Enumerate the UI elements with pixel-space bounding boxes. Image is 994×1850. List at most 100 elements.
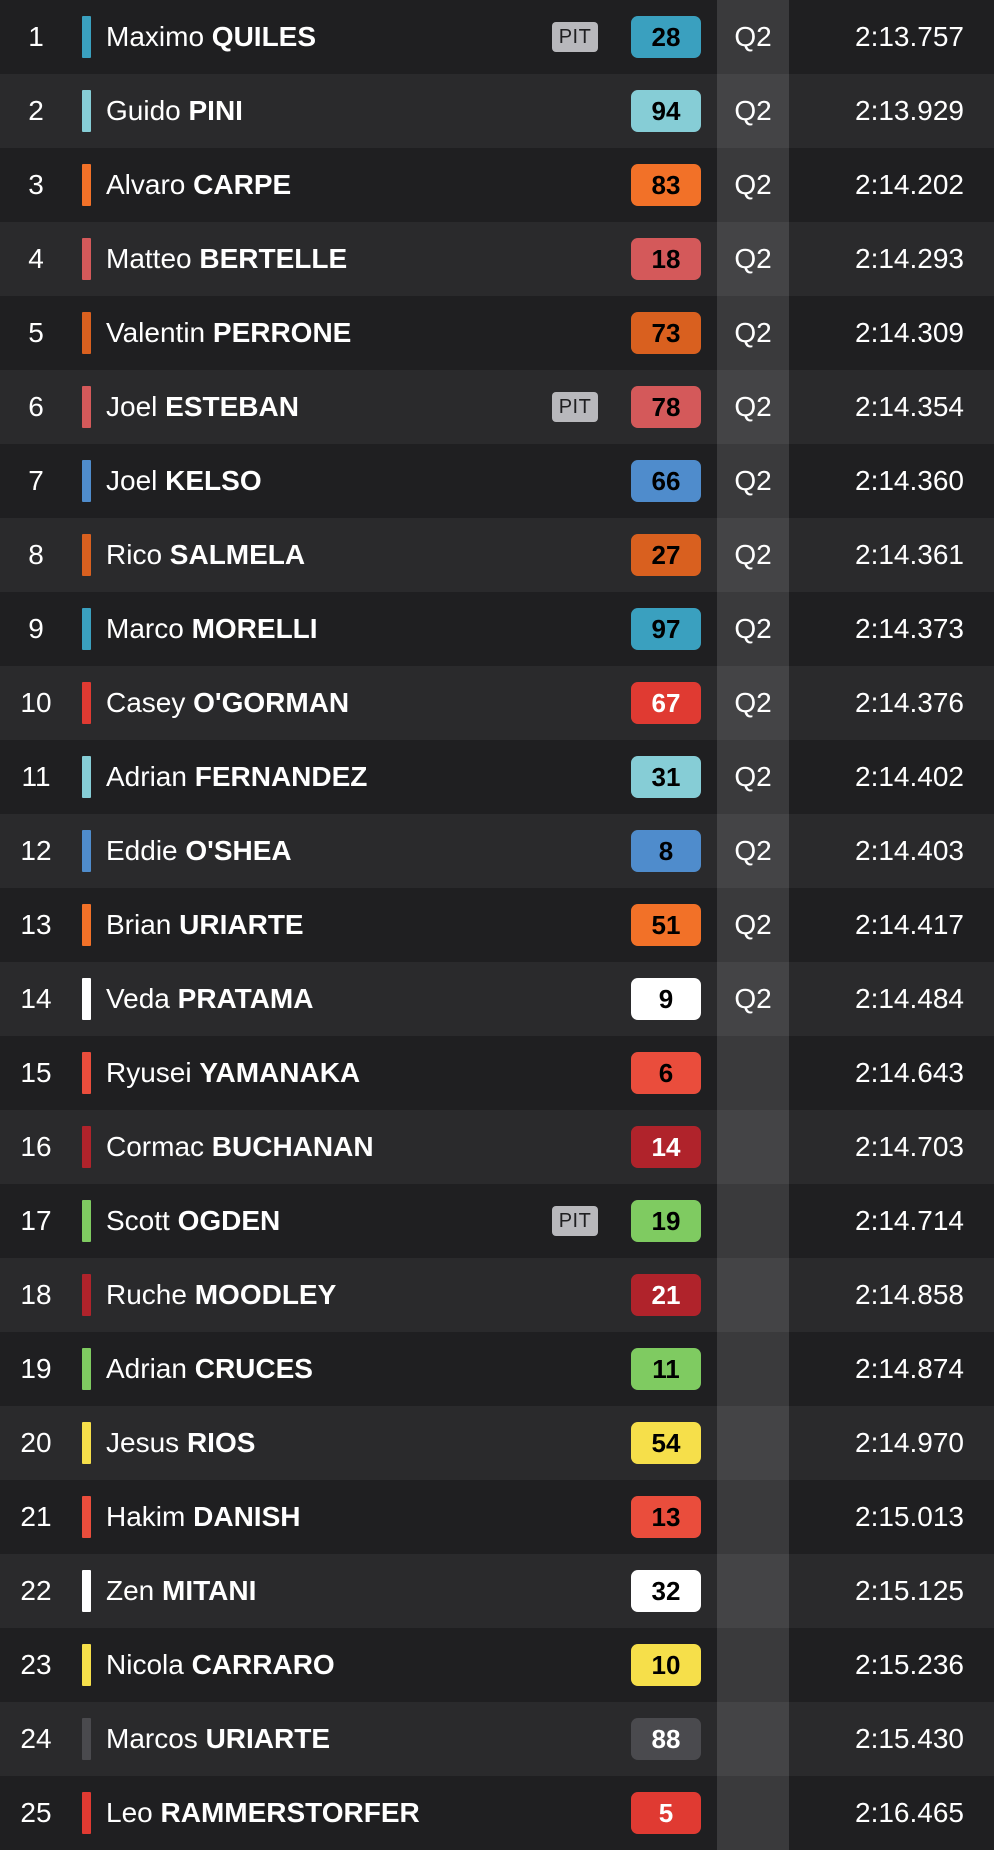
table-row[interactable]: 14 Veda PRATAMA 9 Q2 2:14.484	[0, 962, 994, 1036]
team-color-bar	[82, 1422, 91, 1464]
rider-last-name: CARRARO	[191, 1649, 335, 1680]
table-row[interactable]: 15 Ryusei YAMANAKA 6 2:14.643	[0, 1036, 994, 1110]
session-column-cell	[717, 0, 789, 74]
lap-time: 2:14.373	[855, 613, 964, 644]
table-row[interactable]: 24 Marcos URIARTE 88 2:15.430	[0, 1702, 994, 1776]
lap-time: 2:15.125	[855, 1575, 964, 1606]
table-row[interactable]: 25 Leo RAMMERSTORFER 5 2:16.465	[0, 1776, 994, 1850]
rider-number-badge: 31	[631, 756, 701, 798]
session-label: Q2	[734, 21, 772, 52]
table-row[interactable]: 10 Casey O'GORMAN 67 Q2 2:14.376	[0, 666, 994, 740]
table-row[interactable]: 21 Hakim DANISH 13 2:15.013	[0, 1480, 994, 1554]
lap-time: 2:14.361	[855, 539, 964, 570]
rider-first-name: Joel	[106, 465, 158, 496]
team-color-bar	[82, 1644, 91, 1686]
session-column-cell	[717, 1036, 789, 1110]
table-row[interactable]: 20 Jesus RIOS 54 2:14.970	[0, 1406, 994, 1480]
position: 4	[28, 243, 44, 274]
session-label	[717, 1480, 789, 1554]
session-column-cell	[717, 1406, 789, 1480]
rider-name: Marco MORELLI	[106, 592, 318, 666]
session-label: Q2	[734, 317, 772, 348]
lap-time: 2:14.354	[855, 391, 964, 422]
pit-badge: PIT	[552, 1206, 598, 1236]
rider-name: Adrian CRUCES	[106, 1332, 313, 1406]
position: 15	[20, 1057, 52, 1088]
table-row[interactable]: 3 Alvaro CARPE 83 Q2 2:14.202	[0, 148, 994, 222]
team-color-bar	[82, 164, 91, 206]
session-column-cell	[717, 148, 789, 222]
rider-last-name: O'GORMAN	[193, 687, 350, 718]
session-column-cell	[717, 296, 789, 370]
lap-time: 2:14.376	[855, 687, 964, 718]
table-row[interactable]: 19 Adrian CRUCES 11 2:14.874	[0, 1332, 994, 1406]
rider-name: Zen MITANI	[106, 1554, 256, 1628]
rider-last-name: QUILES	[211, 21, 317, 52]
session-label	[717, 1776, 789, 1850]
team-color-bar	[82, 386, 91, 428]
rider-first-name: Marcos	[106, 1723, 198, 1754]
session-column-cell	[717, 962, 789, 1036]
table-row[interactable]: 4 Matteo BERTELLE 18 Q2 2:14.293	[0, 222, 994, 296]
position: 11	[21, 761, 51, 792]
rider-name: Rico SALMELA	[106, 518, 305, 592]
rider-number-badge: 10	[631, 1644, 701, 1686]
rider-last-name: KELSO	[165, 465, 262, 496]
position: 7	[28, 465, 44, 496]
rider-first-name: Jesus	[106, 1427, 180, 1458]
position: 1	[28, 21, 44, 52]
session-label	[717, 1628, 789, 1702]
rider-first-name: Brian	[106, 909, 172, 940]
rider-number-badge: 28	[631, 16, 701, 58]
table-row[interactable]: 12 Eddie O'SHEA 8 Q2 2:14.403	[0, 814, 994, 888]
table-row[interactable]: 18 Ruche MOODLEY 21 2:14.858	[0, 1258, 994, 1332]
table-row[interactable]: 6 Joel ESTEBAN PIT 78 Q2 2:14.354	[0, 370, 994, 444]
lap-time: 2:14.874	[855, 1353, 964, 1384]
team-color-bar	[82, 682, 91, 724]
rider-name: Valentin PERRONE	[106, 296, 351, 370]
rider-last-name: SALMELA	[169, 539, 306, 570]
position: 9	[28, 613, 44, 644]
rider-last-name: MOODLEY	[194, 1279, 337, 1310]
table-row[interactable]: 1 Maximo QUILES PIT 28 Q2 2:13.757	[0, 0, 994, 74]
rider-first-name: Valentin	[106, 317, 206, 348]
session-column-cell	[717, 1628, 789, 1702]
table-row[interactable]: 9 Marco MORELLI 97 Q2 2:14.373	[0, 592, 994, 666]
rider-last-name: CARPE	[193, 169, 292, 200]
table-row[interactable]: 11 Adrian FERNANDEZ 31 Q2 2:14.402	[0, 740, 994, 814]
lap-time: 2:16.465	[855, 1797, 964, 1828]
rider-number-badge: 73	[631, 312, 701, 354]
rider-last-name: PRATAMA	[177, 983, 314, 1014]
table-row[interactable]: 5 Valentin PERRONE 73 Q2 2:14.309	[0, 296, 994, 370]
rider-first-name: Adrian	[106, 1353, 187, 1384]
table-row[interactable]: 13 Brian URIARTE 51 Q2 2:14.417	[0, 888, 994, 962]
rider-last-name: PINI	[188, 95, 243, 126]
team-color-bar	[82, 978, 91, 1020]
session-column-cell	[717, 1258, 789, 1332]
rider-number-badge: 78	[631, 386, 701, 428]
rider-last-name: PERRONE	[212, 317, 352, 348]
table-row[interactable]: 23 Nicola CARRARO 10 2:15.236	[0, 1628, 994, 1702]
session-label: Q2	[734, 835, 772, 866]
rider-number-badge: 11	[631, 1348, 701, 1390]
session-label: Q2	[734, 613, 772, 644]
session-column-cell	[717, 1776, 789, 1850]
table-row[interactable]: 7 Joel KELSO 66 Q2 2:14.360	[0, 444, 994, 518]
team-color-bar	[82, 1348, 91, 1390]
table-row[interactable]: 16 Cormac BUCHANAN 14 2:14.703	[0, 1110, 994, 1184]
rider-first-name: Maximo	[106, 21, 205, 52]
table-row[interactable]: 8 Rico SALMELA 27 Q2 2:14.361	[0, 518, 994, 592]
team-color-bar	[82, 1274, 91, 1316]
table-row[interactable]: 22 Zen MITANI 32 2:15.125	[0, 1554, 994, 1628]
table-row[interactable]: 17 Scott OGDEN PIT 19 2:14.714	[0, 1184, 994, 1258]
table-row[interactable]: 2 Guido PINI 94 Q2 2:13.929	[0, 74, 994, 148]
rider-first-name: Guido	[106, 95, 181, 126]
lap-time: 2:14.484	[855, 983, 964, 1014]
position: 22	[20, 1575, 52, 1606]
session-label	[717, 1554, 789, 1628]
session-column-cell	[717, 1184, 789, 1258]
rider-name: Ruche MOODLEY	[106, 1258, 336, 1332]
session-column-cell	[717, 444, 789, 518]
session-label: Q2	[734, 909, 772, 940]
